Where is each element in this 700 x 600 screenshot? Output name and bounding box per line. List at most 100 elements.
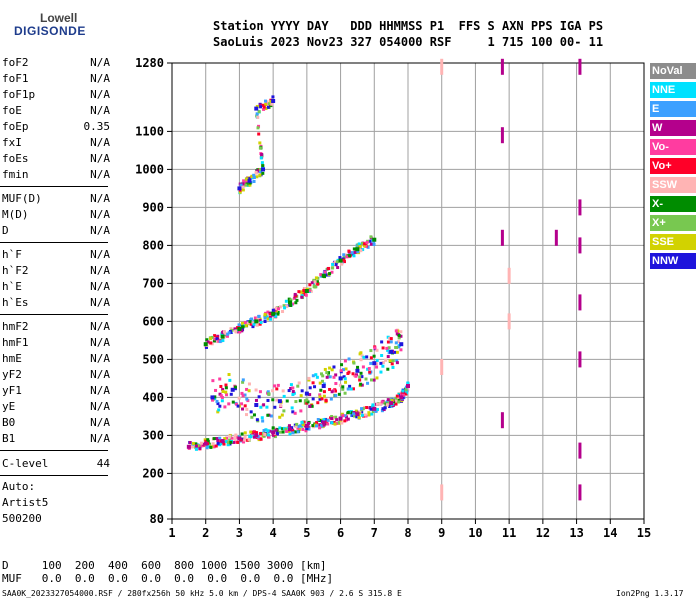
- legend-item-x: X+: [650, 215, 696, 231]
- echo-point: [313, 280, 317, 284]
- echo-point: [247, 178, 252, 183]
- echo-point: [372, 237, 377, 242]
- echo-point: [298, 399, 302, 403]
- echo-point: [225, 334, 229, 338]
- echo-point: [281, 389, 285, 393]
- echo-point: [264, 428, 268, 432]
- param-value: N/A: [90, 136, 110, 149]
- echo-point: [322, 418, 326, 422]
- param-value: N/A: [90, 352, 110, 365]
- echo-point: [297, 427, 301, 431]
- echo-point: [350, 251, 354, 255]
- echo-point: [200, 444, 204, 448]
- echo-point: [314, 276, 318, 280]
- echo-point: [305, 398, 309, 402]
- echo-point: [346, 417, 350, 421]
- y-tick-label: 600: [142, 314, 164, 328]
- x-tick-label: 10: [468, 526, 482, 540]
- legend-item-sse: SSE: [650, 234, 696, 250]
- echo-point: [257, 314, 261, 318]
- echo-point: [357, 416, 361, 420]
- echo-point: [262, 107, 266, 111]
- echo-point: [240, 402, 244, 406]
- echo-point: [224, 436, 228, 440]
- echo-point: [294, 400, 298, 404]
- echo-point: [360, 354, 364, 358]
- echo-point: [194, 447, 198, 451]
- echo-point: [274, 306, 278, 310]
- param-name: yF1: [2, 384, 22, 397]
- echo-point: [268, 312, 272, 316]
- echo-point: [266, 398, 270, 402]
- y-tick-label: 80: [150, 512, 164, 526]
- echo-point: [237, 186, 242, 191]
- param-row-clevel: C-level 44: [2, 457, 110, 473]
- echo-point: [322, 423, 326, 427]
- y-tick-label: 700: [142, 276, 164, 290]
- echo-point: [319, 274, 323, 278]
- echo-point: [243, 435, 247, 439]
- echo-point: [328, 375, 332, 379]
- echo-point: [206, 438, 210, 442]
- echo-point: [304, 289, 309, 293]
- echo-point: [249, 318, 253, 322]
- echo-point: [212, 445, 216, 449]
- echo-point: [271, 308, 275, 312]
- echo-point: [269, 414, 273, 418]
- echo-point: [243, 431, 247, 435]
- y-tick-label: 800: [142, 238, 164, 252]
- echo-point: [381, 346, 385, 350]
- echo-point: [397, 393, 401, 397]
- echo-point: [198, 446, 202, 450]
- echo-point: [240, 185, 244, 189]
- echo-point: [206, 340, 210, 344]
- echo-point: [359, 249, 363, 253]
- echo-point: [294, 425, 298, 429]
- echo-point: [322, 390, 326, 394]
- echo-point: [315, 375, 319, 379]
- echo-point: [396, 340, 400, 344]
- x-tick-label: 12: [536, 526, 550, 540]
- echo-point: [260, 153, 264, 157]
- param-name: foEs: [2, 152, 29, 165]
- echo-point: [294, 301, 298, 305]
- echo-point: [203, 438, 207, 442]
- echo-point: [216, 439, 220, 443]
- echo-point: [355, 415, 359, 419]
- param-value: N/A: [90, 224, 110, 237]
- echo-point: [250, 415, 254, 419]
- echo-point: [254, 403, 259, 407]
- echo-point: [227, 402, 231, 406]
- echo-point: [208, 443, 212, 447]
- echo-point: [346, 411, 350, 415]
- echo-point: [440, 58, 444, 75]
- echo-point: [372, 361, 377, 366]
- echo-point: [351, 252, 355, 256]
- echo-point: [360, 407, 364, 411]
- echo-point: [367, 367, 371, 371]
- echo-point: [203, 342, 208, 347]
- echo-point: [271, 95, 275, 99]
- echo-point: [323, 367, 327, 371]
- echo-point: [291, 386, 295, 390]
- echo-point: [249, 410, 253, 414]
- echo-point: [284, 299, 288, 303]
- x-tick-label: 15: [637, 526, 651, 540]
- param-value: N/A: [90, 208, 110, 221]
- echo-point: [338, 383, 342, 387]
- echo-point: [348, 254, 352, 258]
- echo-point: [254, 433, 259, 438]
- param-name: foE: [2, 104, 22, 117]
- ionogram-chart: 1 2 3 4 5 6 7 8 9 10 11 12 13 14 158020030040050060070…: [135, 56, 651, 540]
- echo-point: [370, 378, 374, 382]
- param-row-b1: B1 N/A: [2, 432, 110, 448]
- echo-point: [318, 423, 322, 427]
- echo-point: [344, 418, 348, 422]
- echo-point: [399, 330, 403, 334]
- echo-point: [209, 337, 213, 341]
- echo-point: [261, 164, 265, 168]
- echo-point: [231, 400, 235, 404]
- echo-point: [394, 345, 398, 349]
- x-tick-label: 4: [270, 526, 277, 540]
- echo-point: [271, 311, 276, 316]
